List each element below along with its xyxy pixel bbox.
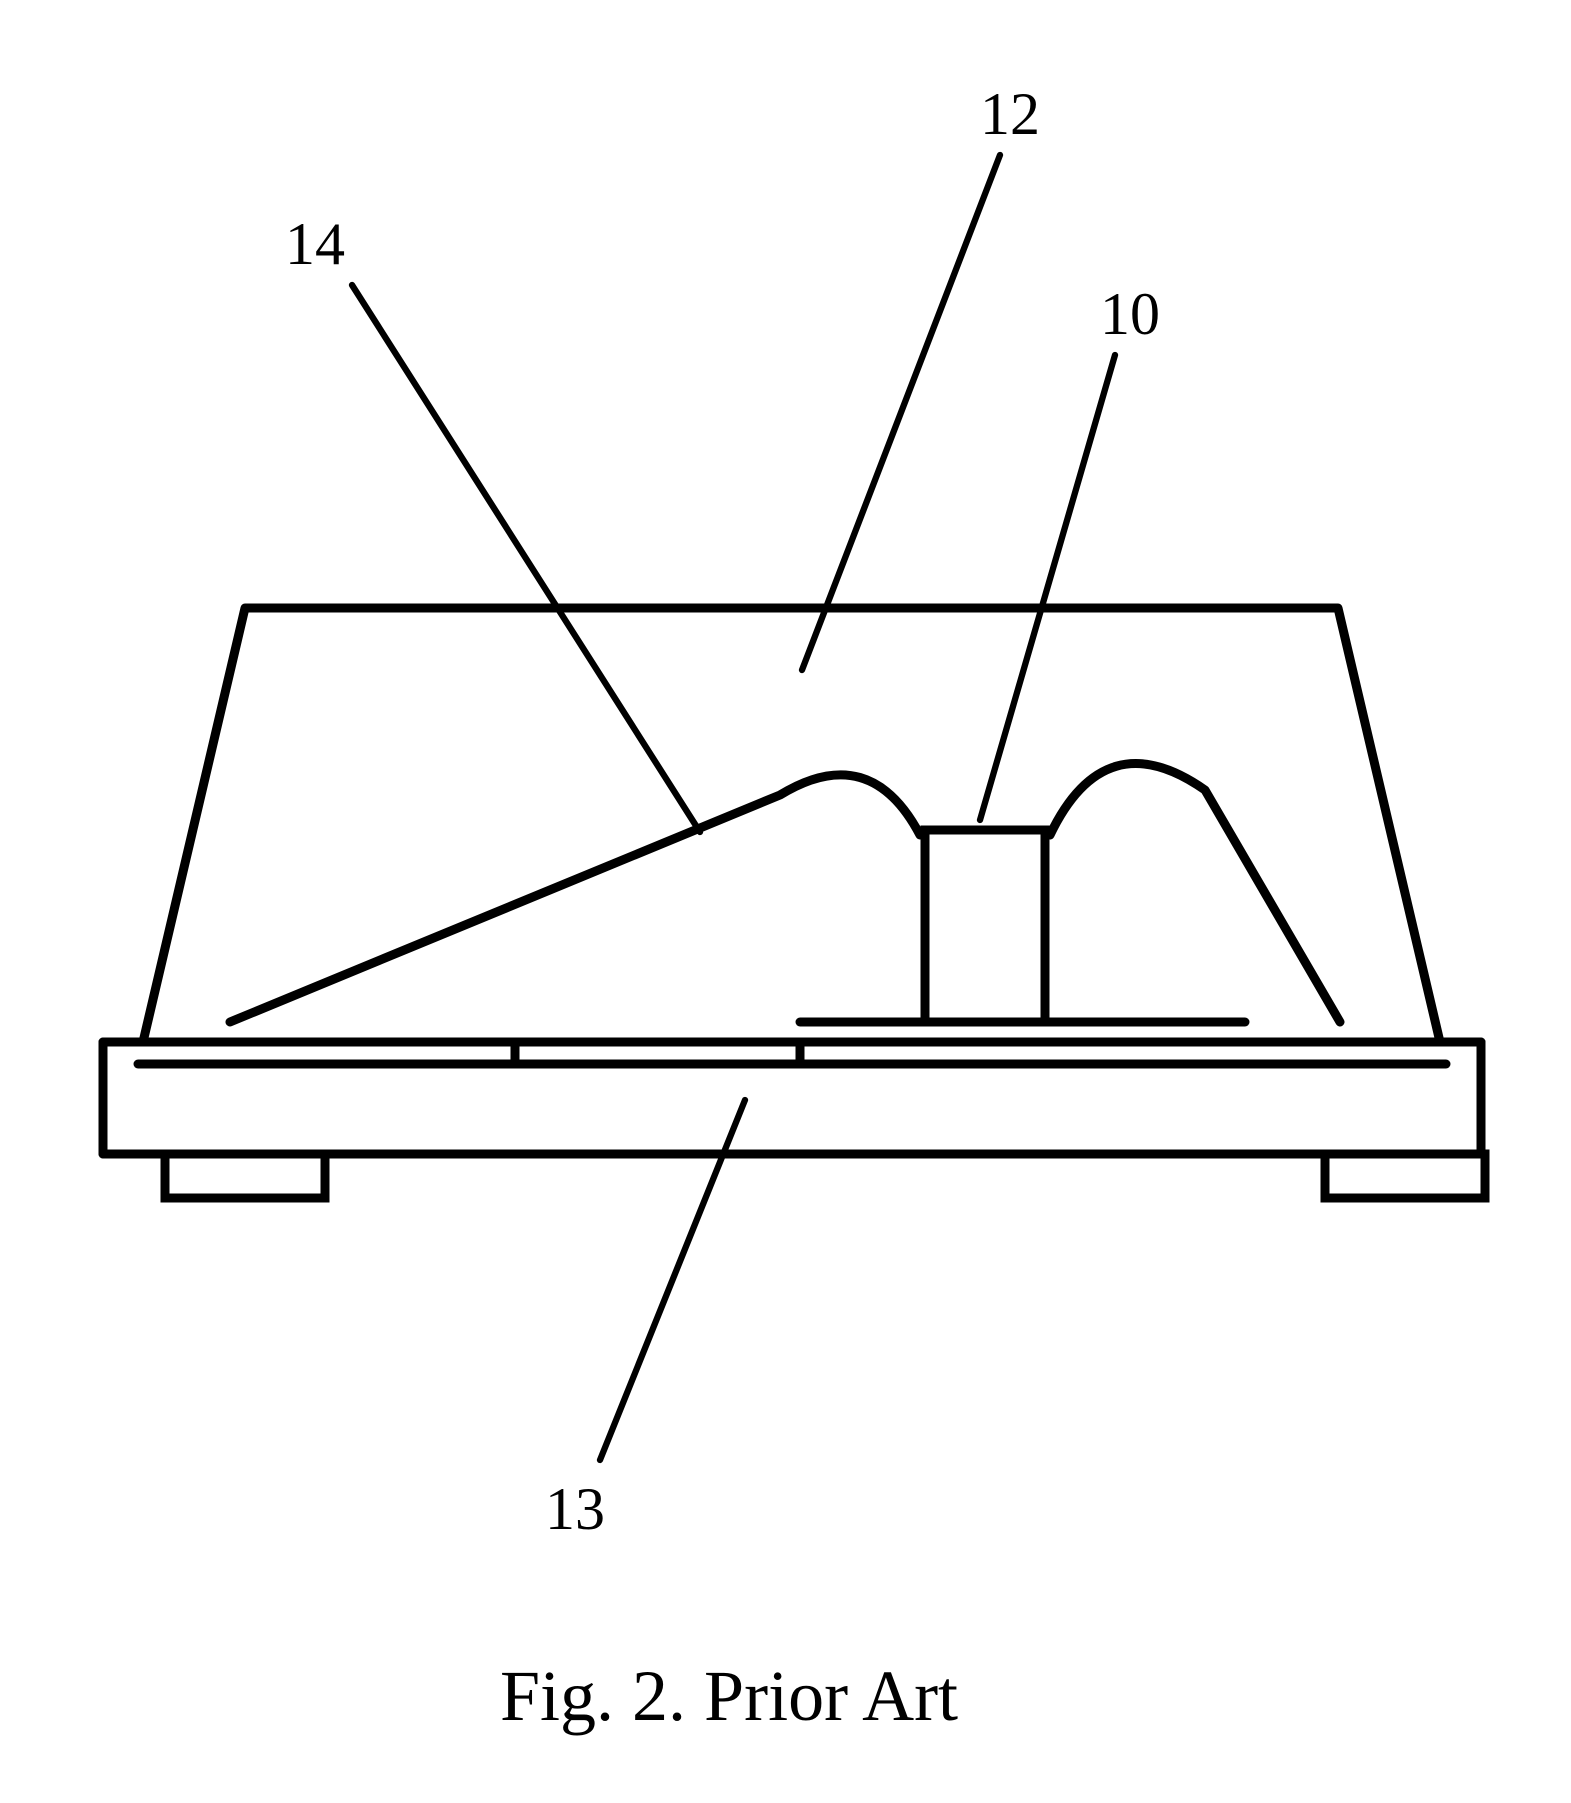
label-12: 12 [980,80,1040,149]
figure-svg [0,0,1571,1803]
label-10: 10 [1100,280,1160,349]
label-13: 13 [545,1475,605,1544]
figure-caption: Fig. 2. Prior Art [500,1655,958,1738]
label-14: 14 [285,210,345,279]
figure-page: 14 12 10 13 Fig. 2. Prior Art [0,0,1571,1803]
